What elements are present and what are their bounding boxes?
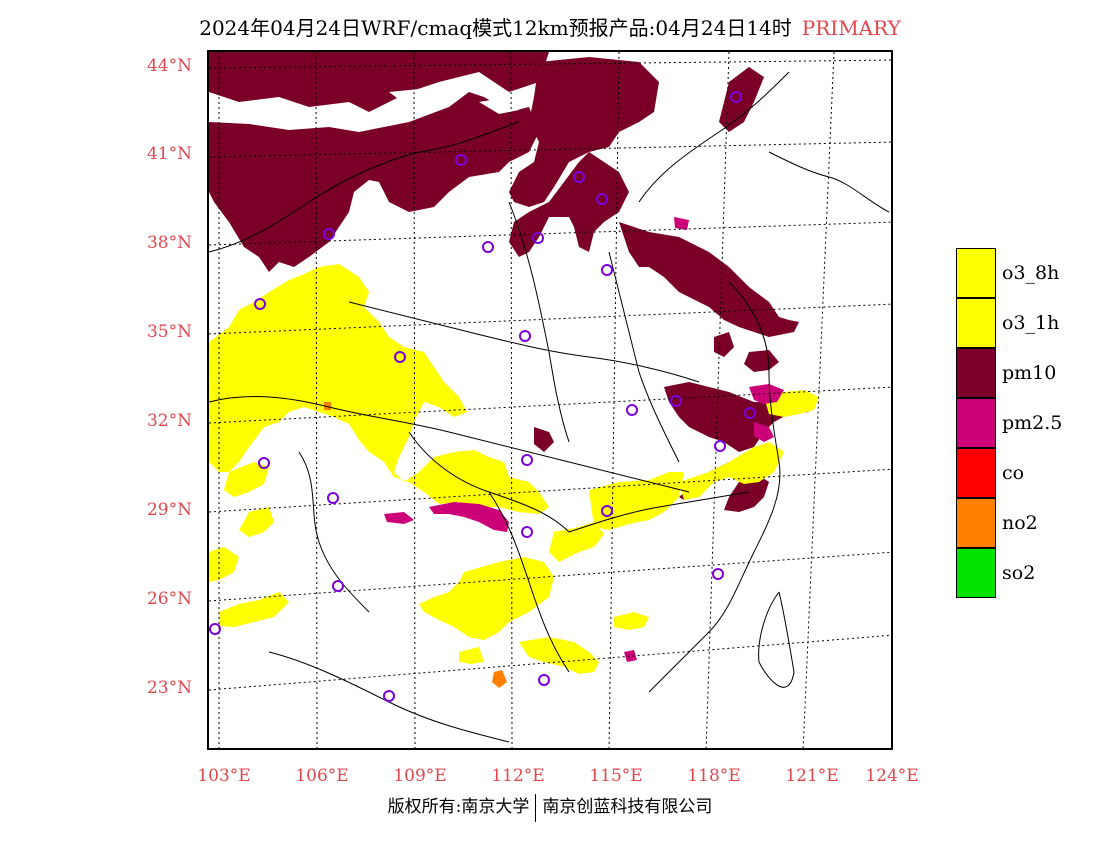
- legend-label: pm2.5: [1002, 412, 1063, 434]
- graticule: [209, 52, 891, 748]
- title-text: 2024年04月24日WRF/cmaq模式12km预报产品:04月24日14时: [199, 16, 792, 40]
- legend-swatch: [956, 348, 996, 398]
- lon-label-103: 103°E: [197, 766, 251, 786]
- lat-label-29: 29°N: [146, 500, 192, 520]
- legend-swatch: [956, 498, 996, 548]
- pm10-areas: [209, 52, 809, 512]
- legend-label: co: [1002, 462, 1025, 484]
- legend-label: o3_8h: [1002, 262, 1060, 284]
- copyright-left: 版权所有:南京大学: [387, 797, 530, 817]
- legend-label: pm10: [1002, 362, 1057, 384]
- lat-label-23: 23°N: [146, 678, 192, 698]
- lat-label-35: 35°N: [146, 322, 192, 342]
- station-markers: [209, 91, 756, 702]
- legend-label: no2: [1002, 512, 1038, 534]
- lon-label-106: 106°E: [295, 766, 349, 786]
- copyright-right: 南京创蓝科技有限公司: [542, 797, 713, 817]
- footer-separator: [535, 793, 537, 822]
- legend-swatch: [956, 398, 996, 448]
- lat-label-32: 32°N: [146, 411, 192, 431]
- forecast-map: [207, 50, 893, 750]
- copyright-footer: 版权所有:南京大学 南京创蓝科技有限公司: [0, 792, 1100, 822]
- lat-label-44: 44°N: [146, 56, 192, 76]
- lat-label-26: 26°N: [146, 589, 192, 609]
- lat-label-38: 38°N: [146, 233, 192, 253]
- legend-swatch: [956, 448, 996, 498]
- clear-areas: [209, 87, 519, 277]
- lon-label-115: 115°E: [589, 766, 643, 786]
- legend-swatch: [956, 248, 996, 298]
- lat-label-41: 41°N: [146, 144, 192, 164]
- lon-label-124: 124°E: [865, 766, 919, 786]
- lon-label-118: 118°E: [687, 766, 741, 786]
- lon-label-121: 121°E: [785, 766, 839, 786]
- pm25-areas: [384, 217, 784, 662]
- legend-swatch: [956, 548, 996, 598]
- lon-label-112: 112°E: [491, 766, 545, 786]
- no2-areas: [324, 402, 507, 688]
- legend-swatch: [956, 298, 996, 348]
- lon-label-109: 109°E: [393, 766, 447, 786]
- title-tag: PRIMARY: [801, 16, 901, 40]
- legend-label: o3_1h: [1002, 312, 1060, 334]
- map-canvas: [209, 52, 891, 748]
- map-title: 2024年04月24日WRF/cmaq模式12km预报产品:04月24日14时 P…: [0, 12, 1100, 41]
- boundaries: [209, 71, 890, 743]
- legend-label: so2: [1002, 562, 1036, 584]
- o3-areas: [209, 264, 819, 674]
